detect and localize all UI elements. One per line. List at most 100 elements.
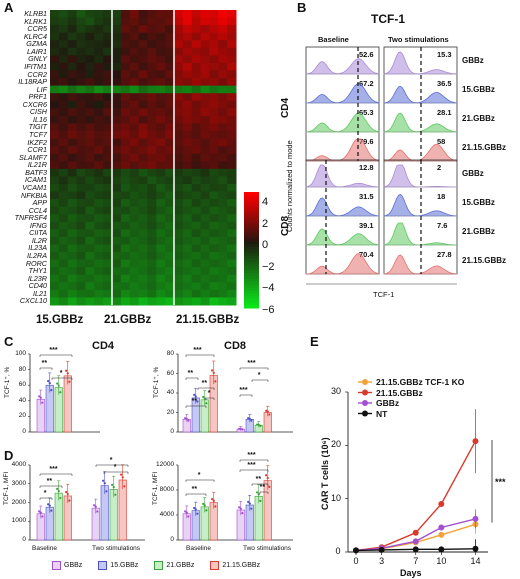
c-cd8-sig-star: ** — [201, 380, 208, 387]
c-cd4-y-tick-label: 0 — [22, 428, 27, 435]
heatmap-cell — [200, 221, 210, 230]
heatmap-cell — [182, 214, 193, 223]
heatmap-cell — [129, 47, 140, 56]
c-cd4-y-tick-label: 80 — [18, 365, 27, 373]
panel-label-c: C — [4, 334, 14, 349]
d-cd4-bar — [63, 495, 72, 541]
heatmap-cell — [209, 40, 219, 49]
heatmap-cell — [138, 32, 148, 41]
d-cd4-dot — [38, 510, 41, 513]
heatmap-cell — [174, 10, 184, 19]
flow-histogram — [383, 164, 457, 188]
heatmap-cell — [85, 17, 95, 26]
heatmap-cell — [165, 115, 175, 124]
heatmap-cell — [138, 161, 148, 170]
heatmap-cell — [85, 25, 95, 34]
heatmap-cell — [182, 221, 193, 230]
colorbar-segment — [244, 241, 259, 245]
c-cd8-dot — [266, 410, 269, 413]
heatmap-cell — [209, 146, 219, 155]
heatmap-cell — [94, 70, 104, 79]
d-cd4-dot — [68, 499, 71, 502]
heatmap-cell — [58, 176, 69, 185]
heatmap-cell — [227, 131, 237, 140]
e-series-line — [355, 518, 476, 552]
d-cd8-dot — [268, 485, 271, 488]
d-cd4-dot — [65, 490, 68, 494]
heatmap-cell — [129, 131, 140, 140]
heatmap-cell — [191, 176, 202, 185]
heatmap-cell — [182, 47, 193, 56]
c-cd8-dot — [265, 409, 268, 412]
gene-label: RORC — [25, 258, 47, 268]
flow-percent-label: 67.2 — [359, 79, 374, 88]
heatmap-cell — [165, 138, 175, 147]
heatmap-cell — [138, 55, 148, 64]
heatmap-cell — [209, 221, 219, 230]
heatmap-cell — [76, 183, 86, 193]
heatmap-cell — [209, 93, 219, 102]
heatmap-cell — [218, 282, 228, 291]
heatmap-cell — [138, 17, 148, 26]
c-cd4-sig-star: ** — [41, 360, 48, 367]
heatmap-cell — [76, 93, 86, 102]
heatmap-cell — [147, 55, 157, 64]
d-cd8-dot — [247, 500, 250, 503]
heatmap-cell — [94, 123, 104, 132]
heatmap-cell — [174, 131, 184, 140]
heatmap-cell — [182, 55, 193, 64]
heatmap-cell — [85, 47, 95, 56]
flow-histogram — [305, 228, 380, 246]
heatmap-cell — [50, 183, 60, 193]
heatmap-cell — [147, 100, 157, 109]
gene-label: CXCR6 — [22, 99, 47, 109]
heatmap-cell — [200, 267, 210, 276]
heatmap-cell — [103, 138, 113, 147]
c-cd8-sig-bracket — [239, 394, 253, 397]
flow-percent-label: 2 — [437, 163, 442, 172]
e-y-tick-label: 0 — [335, 546, 341, 556]
heatmap-cell — [156, 267, 166, 276]
heatmap-cell — [165, 55, 175, 64]
colorbar-tick-label: −6 — [262, 303, 275, 316]
heatmap-cell — [209, 47, 219, 56]
heatmap-cell — [67, 25, 78, 34]
c-cd8-sig-bracket — [185, 405, 207, 408]
heatmap-cell — [76, 146, 86, 155]
heatmap-cell — [227, 55, 237, 64]
heatmap-cell — [67, 297, 78, 306]
heatmap-cell — [218, 206, 228, 215]
heatmap-cell — [227, 32, 237, 41]
c-cd8-dot — [211, 369, 214, 372]
heatmap-cell — [209, 191, 219, 200]
heatmap-cell — [94, 214, 104, 223]
heatmap-cell — [58, 297, 69, 306]
c-cd8-bar — [200, 399, 209, 433]
heatmap-cell — [218, 289, 228, 298]
c-cd4-dot — [41, 401, 44, 404]
panel-label-e: E — [310, 334, 319, 349]
heatmap-cell — [58, 191, 69, 200]
heatmap-cell — [112, 70, 122, 79]
heatmap-cell — [209, 168, 219, 177]
heatmap-cell — [165, 267, 175, 276]
e-legend-marker — [362, 379, 368, 385]
heatmap-cell — [67, 93, 78, 102]
c-cd8-dot — [248, 417, 251, 420]
c-cd8-bar — [182, 419, 191, 433]
e-x-tick-label: 3 — [379, 556, 385, 566]
heatmap-cell — [227, 93, 237, 102]
heatmap-cell — [165, 17, 175, 26]
heatmap-cell — [200, 131, 210, 140]
heatmap-cell — [67, 229, 78, 238]
colorbar-segment — [244, 203, 259, 207]
e-series-point — [472, 545, 479, 552]
heatmap-cell — [112, 168, 122, 177]
colorbar-segment — [244, 194, 259, 199]
heatmap-cell — [50, 252, 60, 261]
heatmap-cell — [138, 236, 148, 245]
colorbar-segment — [244, 197, 259, 202]
heatmap-cell — [120, 282, 131, 291]
heatmap-cell — [165, 161, 175, 170]
d-cd4-dot — [120, 473, 123, 476]
